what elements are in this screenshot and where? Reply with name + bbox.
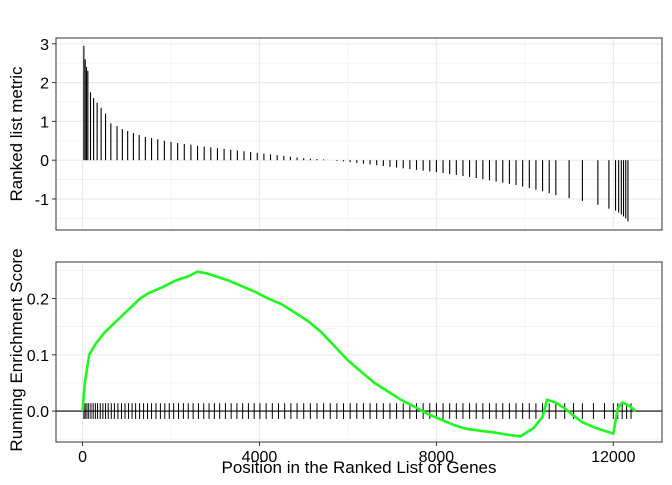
x-tick-label: 4000 — [242, 449, 278, 466]
top-y-tick-label: 1 — [40, 114, 49, 131]
top-y-tick-label: 3 — [40, 37, 49, 54]
x-tick-label: 0 — [78, 449, 87, 466]
bottom-y-tick-label: 0.1 — [27, 348, 49, 365]
x-tick-label: 8000 — [419, 449, 455, 466]
bottom-y-axis-label: Running Enrichment Score — [7, 248, 26, 451]
enrichment-score-line — [81, 270, 637, 438]
ranked-metric-panel: -1 0 1 2 3 — [35, 37, 663, 231]
top-y-tick-label: 2 — [40, 76, 49, 93]
top-y-tick-label: 0 — [40, 153, 49, 170]
top-y-axis-label: Ranked list metric — [7, 66, 26, 202]
x-axis-label: Position in the Ranked List of Genes — [222, 458, 497, 477]
bottom-y-tick-label: 0.0 — [27, 404, 49, 421]
bottom-panel-border — [55, 261, 663, 443]
x-tick-label: 12000 — [591, 449, 636, 466]
top-panel-border — [55, 37, 663, 231]
top-y-tick-label: -1 — [35, 192, 49, 209]
bottom-y-tick-label: 0.2 — [27, 292, 49, 309]
enrichment-score-panel: 0.0 0.1 0.2 0 4000 8000 12000 — [27, 261, 663, 466]
